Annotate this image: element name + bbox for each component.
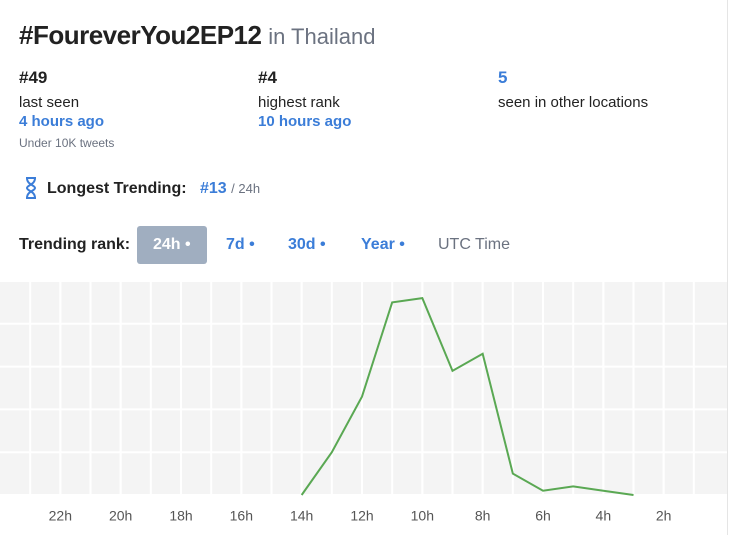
stat-time[interactable]: 10 hours ago (258, 113, 352, 130)
longest-value: #13 / 24h (200, 180, 260, 198)
stat-value: #49 (19, 68, 48, 87)
stat-value: #4 (258, 68, 277, 87)
trending-rank-label: Trending rank: (19, 236, 131, 253)
longest-label: Longest Trending: (47, 180, 187, 197)
x-tick-label: 12h (350, 508, 373, 524)
range-tab[interactable]: Year • (361, 236, 405, 253)
x-tick-label: 22h (49, 508, 72, 524)
utc-toggle[interactable]: UTC Time (438, 236, 510, 253)
stat-note: Under 10K tweets (19, 136, 115, 150)
rank-line (300, 297, 634, 496)
hashtag-title: #FoureverYou2EP12 (19, 20, 262, 50)
x-tick-label: 20h (109, 508, 132, 524)
range-tab[interactable]: 7d • (226, 236, 255, 253)
x-tick-label: 2h (656, 508, 672, 524)
hourglass-icon (25, 177, 37, 199)
x-tick-label: 8h (475, 508, 491, 524)
chart: 22h 20h 18h 16h 14h 12h 10h 8h 6h 4h 2h (0, 281, 727, 524)
longest-period: / 24h (231, 181, 261, 196)
stat-value[interactable]: 5 (498, 68, 508, 87)
stat-label: highest rank (258, 94, 340, 111)
stat-label: last seen (19, 94, 80, 111)
x-tick-label: 14h (290, 508, 313, 524)
x-tick-label: 10h (411, 508, 434, 524)
title-row: #FoureverYou2EP12 in Thailand (19, 20, 375, 51)
x-tick-label: 4h (596, 508, 612, 524)
longest-rank[interactable]: #13 (200, 180, 227, 197)
stat-time[interactable]: 4 hours ago (19, 113, 105, 130)
range-tab[interactable]: 30d • (288, 236, 326, 253)
range-tab[interactable]: 24h • (137, 226, 207, 264)
divider (727, 0, 728, 535)
stat-label: seen in other locations (498, 94, 649, 111)
plot-background (0, 281, 727, 495)
x-tick-label: 18h (169, 508, 192, 524)
x-tick-label: 16h (230, 508, 253, 524)
x-tick-label: 6h (535, 508, 551, 524)
location: in Thailand (268, 24, 376, 49)
